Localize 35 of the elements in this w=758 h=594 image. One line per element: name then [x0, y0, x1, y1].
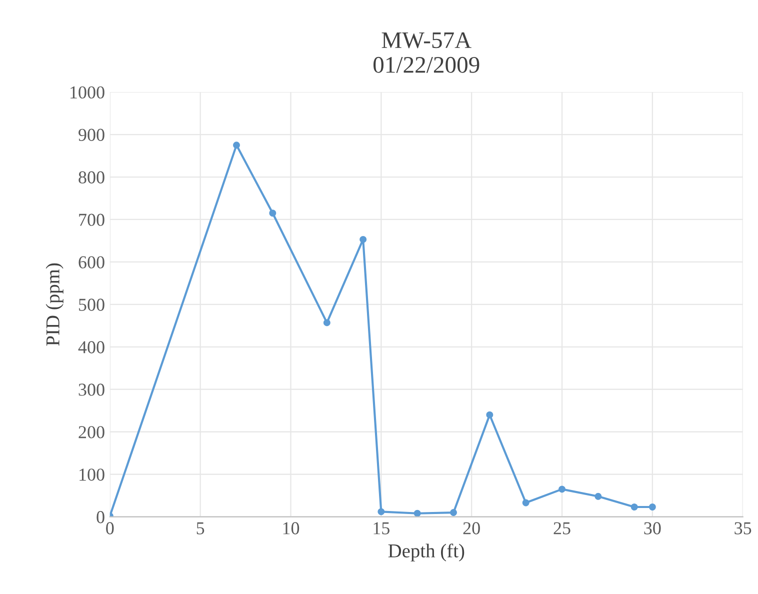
y-tick-label: 200 [78, 426, 104, 438]
x-tick-label: 25 [554, 522, 570, 534]
point [360, 236, 367, 243]
point [522, 499, 530, 506]
y-tick-label: 1000 [70, 86, 104, 99]
y-tick-label: 900 [78, 128, 104, 141]
point [323, 319, 330, 326]
y-tick-label: 600 [78, 256, 104, 268]
x-tick-label: 30 [644, 522, 661, 534]
x-tick-label: 35 [734, 522, 752, 534]
x-tick-label: 5 [196, 522, 204, 534]
point [486, 411, 494, 418]
y-tick-label: 800 [78, 171, 104, 184]
y-tick-label: 700 [79, 214, 104, 226]
point [450, 509, 457, 516]
point [594, 492, 602, 500]
x-tick-label: 0 [106, 522, 114, 534]
point [558, 486, 566, 493]
x-tick-label: 15 [374, 522, 390, 534]
point [269, 210, 276, 217]
y-tick-label: 0 [96, 511, 104, 524]
x-axis-title: Depth (ft) [388, 544, 464, 562]
point [630, 504, 638, 510]
y-axis-title: PID (ppm) [46, 263, 64, 346]
y-tick-label: 300 [78, 384, 104, 396]
y-tick-label: 400 [78, 341, 104, 354]
chart-title: MW-57A 01/22/2009 [373, 32, 480, 73]
point [414, 510, 421, 517]
point [648, 504, 656, 510]
y-tick-label: 500 [79, 298, 104, 311]
x-tick-label: 20 [463, 522, 480, 534]
point [233, 142, 240, 149]
x-tick-label: 10 [283, 522, 300, 534]
y-tick-label: 100 [80, 468, 104, 481]
point [378, 508, 385, 516]
